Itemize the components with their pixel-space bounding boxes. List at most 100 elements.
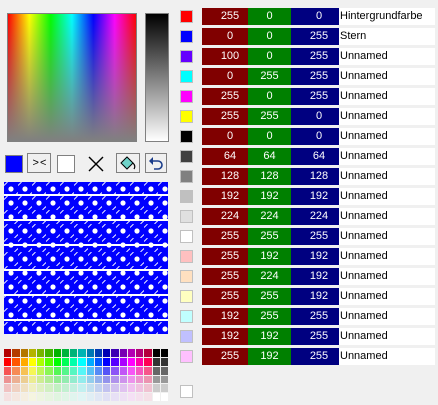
color-name[interactable]: Unnamed bbox=[339, 248, 435, 265]
palette-cell[interactable] bbox=[127, 375, 135, 384]
color-name[interactable]: Unnamed bbox=[339, 188, 435, 205]
palette-cell[interactable] bbox=[20, 349, 28, 357]
palette-cell[interactable] bbox=[86, 357, 94, 366]
green-value[interactable]: 255 bbox=[248, 68, 291, 85]
color-row[interactable]: 0 255 255 Unnamed bbox=[180, 68, 438, 85]
palette-cell[interactable] bbox=[144, 393, 152, 401]
color-row[interactable]: 0 0 0 Unnamed bbox=[180, 128, 438, 145]
color-name[interactable]: Unnamed bbox=[339, 348, 435, 365]
palette-cell[interactable] bbox=[86, 349, 94, 357]
palette-cell[interactable] bbox=[119, 357, 127, 366]
current-color-swatch[interactable] bbox=[5, 155, 23, 173]
color-row[interactable]: 192 192 255 Unnamed bbox=[180, 328, 438, 345]
hue-saturation-field[interactable] bbox=[7, 13, 137, 142]
palette-cell[interactable] bbox=[136, 393, 144, 401]
red-value[interactable]: 64 bbox=[202, 148, 258, 165]
red-value[interactable]: 224 bbox=[202, 208, 258, 225]
palette-cell[interactable] bbox=[12, 393, 20, 401]
palette-cell[interactable] bbox=[152, 357, 160, 366]
blue-value[interactable]: 192 bbox=[291, 188, 347, 205]
palette-cell[interactable] bbox=[136, 357, 144, 366]
palette-cell[interactable] bbox=[111, 357, 119, 366]
palette-cell[interactable] bbox=[4, 393, 12, 401]
palette-cell[interactable] bbox=[70, 375, 78, 384]
green-value[interactable]: 192 bbox=[248, 248, 291, 265]
red-value[interactable]: 255 bbox=[202, 248, 258, 265]
palette-cell[interactable] bbox=[45, 375, 53, 384]
palette-cell[interactable] bbox=[86, 393, 94, 401]
color-name[interactable]: Unnamed bbox=[339, 208, 435, 225]
color-swatch[interactable] bbox=[180, 310, 193, 323]
palette-cell[interactable] bbox=[4, 349, 12, 357]
palette-cell[interactable] bbox=[136, 366, 144, 375]
palette-cell[interactable] bbox=[111, 393, 119, 401]
red-value[interactable]: 255 bbox=[202, 108, 258, 125]
palette-cell[interactable] bbox=[111, 384, 119, 393]
palette-cell[interactable] bbox=[160, 375, 168, 384]
palette-cell[interactable] bbox=[152, 375, 160, 384]
palette-cell[interactable] bbox=[119, 393, 127, 401]
palette-cell[interactable] bbox=[12, 357, 20, 366]
green-value[interactable]: 255 bbox=[248, 228, 291, 245]
color-row[interactable]: 255 0 255 Unnamed bbox=[180, 88, 438, 105]
green-value[interactable]: 255 bbox=[248, 108, 291, 125]
color-palette-grid[interactable] bbox=[4, 349, 168, 401]
red-value[interactable]: 0 bbox=[202, 28, 258, 45]
palette-cell[interactable] bbox=[70, 384, 78, 393]
empty-color-slot[interactable] bbox=[180, 385, 193, 398]
red-value[interactable]: 128 bbox=[202, 168, 258, 185]
palette-cell[interactable] bbox=[111, 366, 119, 375]
palette-cell[interactable] bbox=[160, 357, 168, 366]
palette-cell[interactable] bbox=[136, 375, 144, 384]
palette-cell[interactable] bbox=[119, 349, 127, 357]
color-name[interactable]: Unnamed bbox=[339, 328, 435, 345]
color-name[interactable]: Unnamed bbox=[339, 108, 435, 125]
palette-cell[interactable] bbox=[45, 349, 53, 357]
palette-cell[interactable] bbox=[144, 366, 152, 375]
palette-cell[interactable] bbox=[37, 393, 45, 401]
palette-cell[interactable] bbox=[78, 349, 86, 357]
color-name[interactable]: Stern bbox=[339, 28, 435, 45]
palette-cell[interactable] bbox=[94, 384, 102, 393]
palette-cell[interactable] bbox=[37, 375, 45, 384]
blue-value[interactable]: 255 bbox=[291, 68, 347, 85]
palette-cell[interactable] bbox=[94, 375, 102, 384]
blue-value[interactable]: 192 bbox=[291, 268, 347, 285]
palette-cell[interactable] bbox=[152, 366, 160, 375]
palette-cell[interactable] bbox=[20, 393, 28, 401]
red-value[interactable]: 255 bbox=[202, 88, 258, 105]
color-swatch[interactable] bbox=[180, 290, 193, 303]
palette-cell[interactable] bbox=[136, 384, 144, 393]
green-value[interactable]: 192 bbox=[248, 188, 291, 205]
green-value[interactable]: 0 bbox=[248, 88, 291, 105]
palette-cell[interactable] bbox=[61, 349, 69, 357]
palette-cell[interactable] bbox=[86, 375, 94, 384]
palette-cell[interactable] bbox=[4, 375, 12, 384]
palette-cell[interactable] bbox=[12, 349, 20, 357]
blue-value[interactable]: 255 bbox=[291, 348, 347, 365]
palette-cell[interactable] bbox=[28, 349, 36, 357]
palette-cell[interactable] bbox=[61, 384, 69, 393]
palette-cell[interactable] bbox=[53, 357, 61, 366]
palette-cell[interactable] bbox=[86, 384, 94, 393]
palette-cell[interactable] bbox=[4, 366, 12, 375]
color-name[interactable]: Unnamed bbox=[339, 288, 435, 305]
blue-value[interactable]: 255 bbox=[291, 308, 347, 325]
color-row[interactable]: 128 128 128 Unnamed bbox=[180, 168, 438, 185]
palette-cell[interactable] bbox=[4, 384, 12, 393]
color-row[interactable]: 255 255 0 Unnamed bbox=[180, 108, 438, 125]
palette-cell[interactable] bbox=[160, 393, 168, 401]
blue-value[interactable]: 192 bbox=[291, 248, 347, 265]
color-name[interactable]: Unnamed bbox=[339, 168, 435, 185]
palette-cell[interactable] bbox=[144, 375, 152, 384]
palette-cell[interactable] bbox=[53, 393, 61, 401]
palette-cell[interactable] bbox=[136, 349, 144, 357]
palette-cell[interactable] bbox=[70, 366, 78, 375]
palette-cell[interactable] bbox=[144, 357, 152, 366]
palette-cell[interactable] bbox=[152, 384, 160, 393]
undo-button[interactable] bbox=[145, 153, 167, 173]
color-swatch[interactable] bbox=[180, 350, 193, 363]
fill-button[interactable] bbox=[116, 153, 140, 173]
palette-cell[interactable] bbox=[127, 393, 135, 401]
palette-cell[interactable] bbox=[20, 375, 28, 384]
